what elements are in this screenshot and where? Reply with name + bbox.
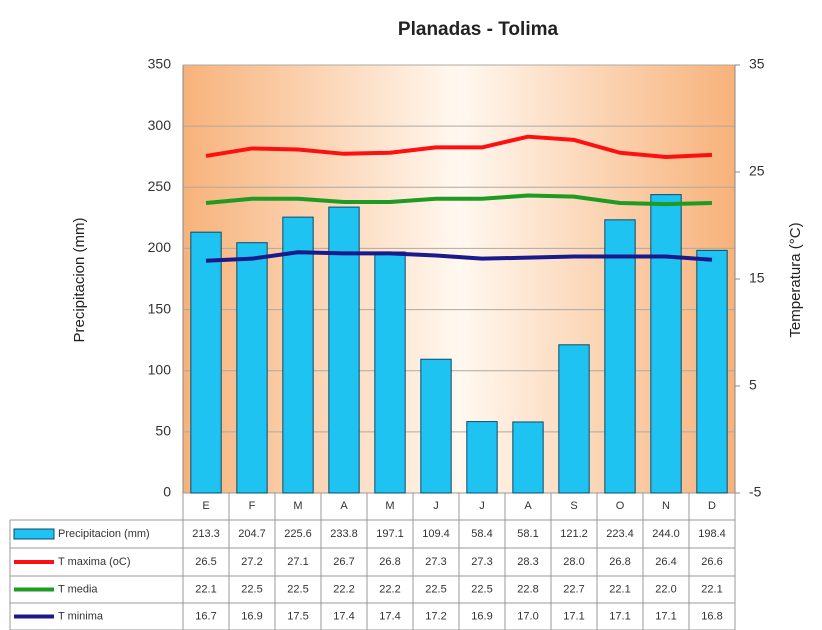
table-value: 197.1 <box>376 528 404 540</box>
y-tick-label: 250 <box>148 178 172 194</box>
table-value: 225.6 <box>284 528 312 540</box>
table-value: 244.0 <box>652 528 680 540</box>
x-tick-label: A <box>524 500 532 512</box>
table-value: 26.7 <box>333 556 354 568</box>
y-tick-label: 50 <box>155 423 171 439</box>
bar <box>512 421 544 494</box>
line <box>205 193 713 207</box>
table-value: 22.5 <box>241 583 262 595</box>
table-value: 22.0 <box>655 583 676 595</box>
table-value: 233.8 <box>330 528 358 540</box>
bar <box>696 249 728 494</box>
y2-tick-label: 25 <box>749 163 765 179</box>
table-value: 26.5 <box>195 556 216 568</box>
x-tick-label: J <box>433 500 439 512</box>
table-value: 213.3 <box>192 528 220 540</box>
legend-label: T media <box>58 583 98 595</box>
line <box>205 250 713 263</box>
bar <box>190 231 222 494</box>
bar <box>558 344 590 494</box>
y-tick-label: 350 <box>148 56 172 72</box>
table-value: 17.1 <box>563 610 584 622</box>
x-tick-label: E <box>202 500 209 512</box>
table-value: 22.7 <box>563 583 584 595</box>
table-value: 22.5 <box>287 583 308 595</box>
x-tick-label: F <box>249 500 256 512</box>
table-value: 17.1 <box>655 610 676 622</box>
table-value: 16.9 <box>241 610 262 622</box>
bar <box>650 194 682 494</box>
table-value: 26.8 <box>379 556 400 568</box>
table-value: 27.2 <box>241 556 262 568</box>
table-value: 16.8 <box>701 610 722 622</box>
bar <box>466 421 498 494</box>
table-value: 26.4 <box>655 556 676 568</box>
chart-title: Planadas - Tolima <box>398 19 559 40</box>
table-value: 198.4 <box>698 528 726 540</box>
table-value: 17.0 <box>517 610 538 622</box>
table-value: 58.1 <box>517 528 538 540</box>
x-tick-label: D <box>708 500 716 512</box>
table-value: 204.7 <box>238 528 266 540</box>
legend-key <box>13 528 55 540</box>
y-axis-label: Precipitacion (mm) <box>71 217 88 342</box>
x-tick-label: M <box>293 500 302 512</box>
table-value: 27.3 <box>471 556 492 568</box>
table-value: 22.2 <box>333 583 354 595</box>
table-value: 28.3 <box>517 556 538 568</box>
table-value: 27.3 <box>425 556 446 568</box>
table-value: 17.2 <box>425 610 446 622</box>
table-value: 58.4 <box>471 528 492 540</box>
x-tick-label: N <box>662 500 670 512</box>
bar <box>282 216 314 494</box>
x-tick-label: A <box>340 500 348 512</box>
table-value: 26.8 <box>609 556 630 568</box>
y-tick-label: 300 <box>148 117 172 133</box>
y-tick-label: 100 <box>148 361 172 377</box>
bar <box>420 358 452 494</box>
table-value: 16.9 <box>471 610 492 622</box>
line <box>205 134 713 160</box>
table-value: 17.4 <box>379 610 400 622</box>
bar <box>604 219 636 494</box>
x-tick-label: J <box>479 500 485 512</box>
bar <box>374 251 406 494</box>
table-value: 17.4 <box>333 610 354 622</box>
bar <box>236 242 268 494</box>
table-value: 28.0 <box>563 556 584 568</box>
y-tick-label: 200 <box>148 239 172 255</box>
table-value: 22.5 <box>471 583 492 595</box>
table-value: 27.1 <box>287 556 308 568</box>
table-value: 22.1 <box>701 583 722 595</box>
table-value: 121.2 <box>560 528 588 540</box>
y2-axis-label: Temperatura (°C) <box>787 222 804 337</box>
x-tick-label: M <box>385 500 394 512</box>
y2-tick-label: 15 <box>749 270 765 286</box>
bar <box>328 206 360 494</box>
y2-tick-label: -5 <box>749 484 762 500</box>
table-value: 223.4 <box>606 528 634 540</box>
y2-tick-label: 35 <box>749 56 765 72</box>
plot-background <box>183 65 735 493</box>
table-value: 22.5 <box>425 583 446 595</box>
table-value: 22.1 <box>195 583 216 595</box>
y-tick-label: 0 <box>163 484 171 500</box>
y-tick-label: 150 <box>148 300 172 316</box>
table-value: 22.8 <box>517 583 538 595</box>
x-tick-label: O <box>616 500 625 512</box>
table-value: 17.1 <box>609 610 630 622</box>
table-value: 109.4 <box>422 528 450 540</box>
legend-label: Precipitacion (mm) <box>58 528 150 540</box>
table-value: 17.5 <box>287 610 308 622</box>
table-value: 22.1 <box>609 583 630 595</box>
legend-label: T minima <box>58 610 104 622</box>
table-value: 16.7 <box>195 610 216 622</box>
y2-tick-label: 5 <box>749 377 757 393</box>
table-value: 26.6 <box>701 556 722 568</box>
legend-label: T maxima (oC) <box>58 556 131 568</box>
table-value: 22.2 <box>379 583 400 595</box>
x-tick-label: S <box>570 500 577 512</box>
